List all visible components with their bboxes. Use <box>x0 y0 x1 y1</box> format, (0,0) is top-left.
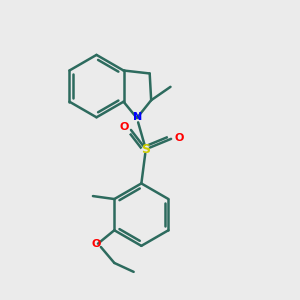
Text: O: O <box>92 239 101 249</box>
Text: O: O <box>174 133 183 143</box>
Text: O: O <box>119 122 129 132</box>
Text: N: N <box>133 112 142 122</box>
Text: S: S <box>141 143 150 156</box>
